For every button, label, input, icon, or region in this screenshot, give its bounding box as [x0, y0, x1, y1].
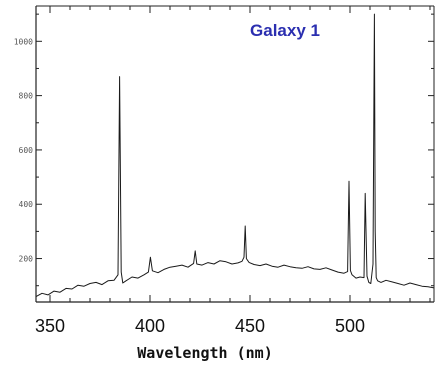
- x-axis-title: Wavelength (nm): [137, 344, 272, 362]
- y-tick-label-400: 400: [19, 200, 34, 209]
- x-tick-label-400: 400: [135, 316, 165, 336]
- tick-labels: 200 400 600 800 1000 350 400 450 500: [14, 37, 365, 336]
- x-tick-label-350: 350: [35, 316, 65, 336]
- x-tick-label-500: 500: [335, 316, 365, 336]
- y-tick-label-200: 200: [19, 255, 34, 264]
- y-tick-label-800: 800: [19, 92, 34, 101]
- x-tick-label-450: 450: [235, 316, 265, 336]
- spectrum-line: [35, 13, 435, 298]
- tick-marks: [36, 6, 434, 302]
- plot-area: 200 400 600 800 1000 350 400 450 500 Galaxy 1 Wa…: [14, 5, 435, 362]
- chart-title: Galaxy 1: [250, 21, 320, 40]
- y-tick-label-1000: 1000: [14, 37, 33, 46]
- y-tick-label-600: 600: [19, 146, 34, 155]
